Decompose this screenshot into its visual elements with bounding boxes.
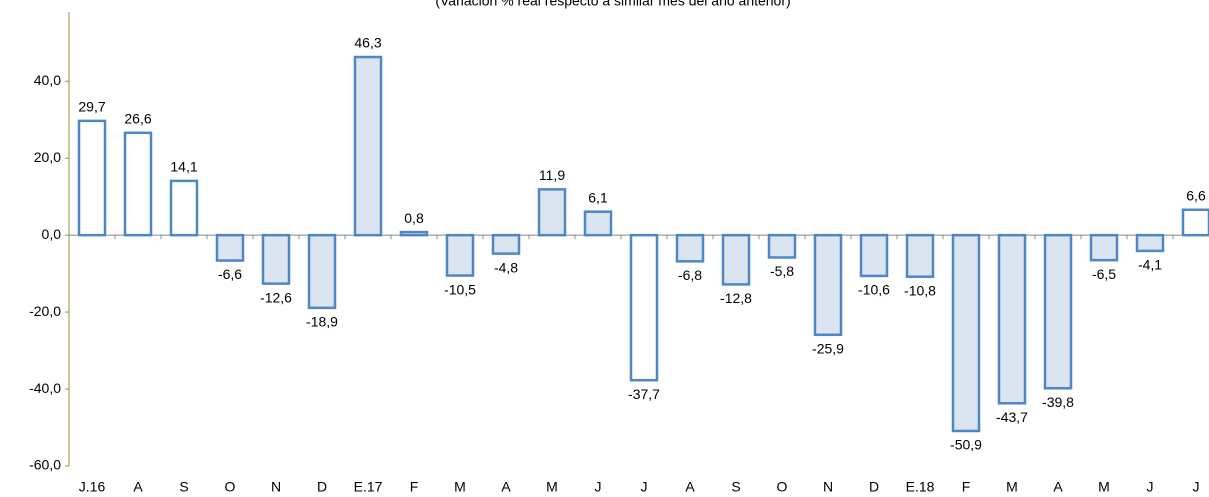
data-label: -5,8: [770, 263, 794, 279]
data-label: -50,9: [950, 437, 982, 453]
bar: [445, 233, 475, 277]
data-label: -39,8: [1042, 394, 1074, 410]
data-label: -6,5: [1092, 266, 1116, 282]
bar: [721, 233, 751, 286]
bar: [169, 179, 199, 237]
data-label: -4,1: [1138, 257, 1162, 273]
bar: [1089, 233, 1119, 262]
x-tick-label: S: [179, 479, 188, 495]
data-label: -12,8: [720, 290, 752, 306]
x-tick-label: J: [595, 479, 602, 495]
x-tick-label: O: [225, 479, 236, 495]
data-label: -25,9: [812, 341, 844, 357]
x-tick-label: A: [133, 479, 143, 495]
bar: [1043, 233, 1073, 390]
y-tick-label: -20,0: [29, 303, 61, 319]
bar: [583, 210, 613, 237]
x-tick-label: M: [1006, 479, 1018, 495]
data-label: -43,7: [996, 409, 1028, 425]
bar: [123, 131, 153, 237]
bar: [261, 233, 291, 285]
data-label: -12,6: [260, 289, 292, 305]
x-tick-label: S: [731, 479, 740, 495]
bar: [215, 233, 245, 262]
data-label: -6,8: [678, 267, 702, 283]
x-tick-label: A: [501, 479, 511, 495]
bar: [767, 233, 797, 259]
x-tick-label: D: [317, 479, 327, 495]
x-tick-label: J: [1147, 479, 1154, 495]
data-label: 14,1: [170, 159, 197, 175]
bar: [905, 233, 935, 278]
x-tick-label: N: [823, 479, 833, 495]
x-tick-label: J: [641, 479, 648, 495]
y-tick-label: 40,0: [34, 72, 61, 88]
bar: [537, 188, 567, 237]
data-label: 26,6: [124, 111, 151, 127]
y-tick-label: 20,0: [34, 149, 61, 165]
bar: [1135, 233, 1165, 253]
data-label: -10,6: [858, 282, 890, 298]
data-label: -10,8: [904, 282, 936, 298]
data-label: 11,9: [539, 167, 565, 183]
bar: [307, 233, 337, 310]
x-tick-label: J: [1193, 479, 1200, 495]
x-tick-label: E.17: [354, 479, 383, 495]
y-tick-label: -60,0: [29, 457, 61, 473]
bar: [399, 230, 429, 237]
x-tick-label: F: [962, 479, 971, 495]
data-label: -37,7: [628, 386, 660, 402]
x-tick-label: D: [869, 479, 879, 495]
data-label: -6,6: [218, 266, 242, 282]
x-tick-label: M: [1098, 479, 1110, 495]
x-tick-label: E.18: [906, 479, 935, 495]
data-label: 6,6: [1186, 187, 1206, 203]
x-tick-label: A: [685, 479, 695, 495]
data-label: 29,7: [78, 99, 105, 115]
bar: [77, 119, 107, 237]
data-label: 0,8: [404, 210, 424, 226]
x-tick-label: J.16: [79, 479, 106, 495]
bar: [353, 55, 383, 237]
data-label: -18,9: [306, 314, 338, 330]
x-tick-label: M: [454, 479, 466, 495]
x-tick-label: O: [777, 479, 788, 495]
x-tick-label: A: [1053, 479, 1063, 495]
chart-subtitle: (Variación % real respecto a similar mes…: [435, 0, 790, 9]
data-label: -10,5: [444, 281, 476, 297]
data-label: 46,3: [354, 35, 381, 51]
data-label: -4,8: [494, 259, 518, 275]
bar: [491, 233, 521, 255]
bar: [1181, 208, 1209, 237]
x-tick-label: F: [410, 479, 419, 495]
x-tick-label: N: [271, 479, 281, 495]
x-tick-label: M: [546, 479, 558, 495]
bar: [629, 233, 659, 382]
bar: [951, 233, 981, 433]
bar: [675, 233, 705, 263]
bar: [813, 233, 843, 337]
bar: [859, 233, 889, 278]
data-label: 6,1: [588, 189, 608, 205]
y-tick-label: -40,0: [29, 380, 61, 396]
y-tick-label: 0,0: [42, 226, 62, 242]
bar: [997, 233, 1027, 405]
